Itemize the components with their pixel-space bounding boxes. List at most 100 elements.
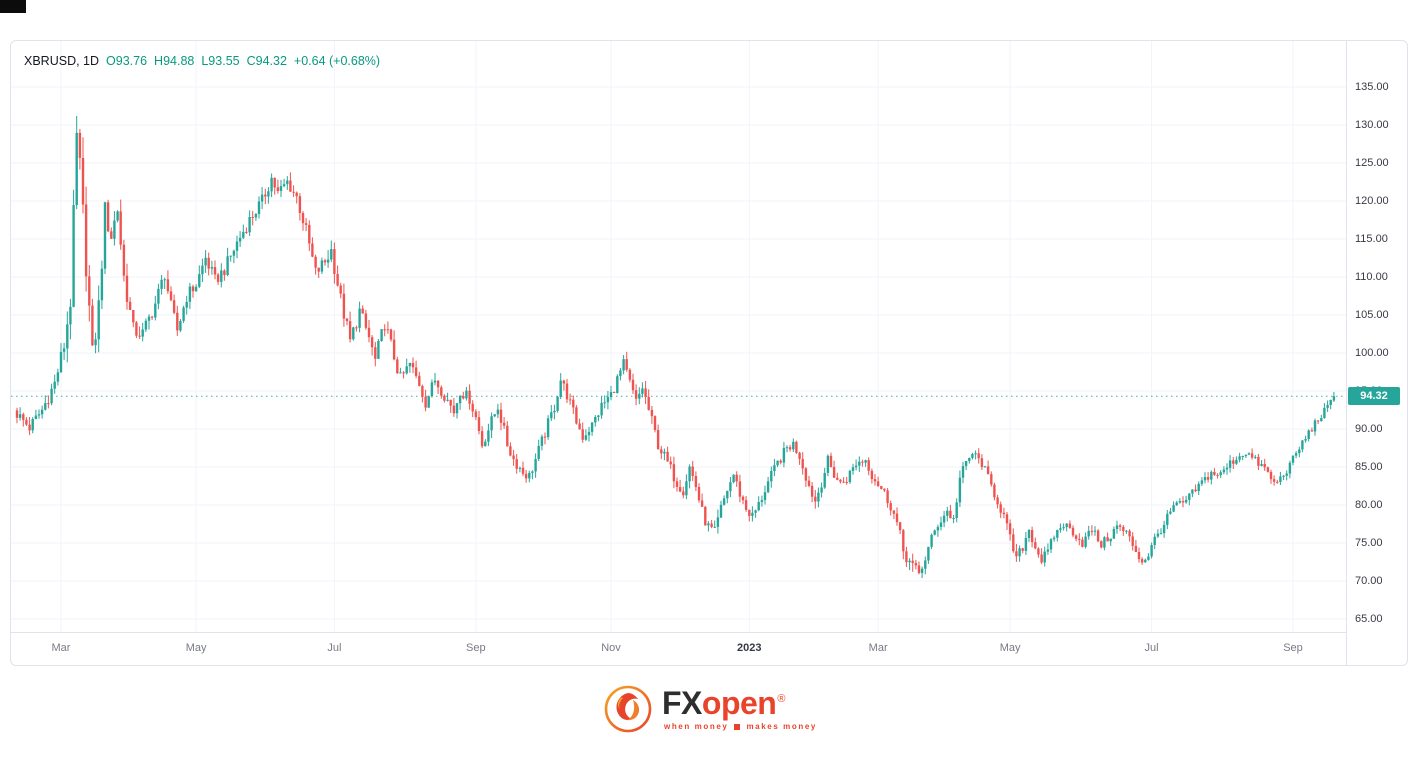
brand-tagline: when money makes money	[664, 722, 817, 731]
candle-body	[1203, 477, 1207, 481]
candle-body	[106, 202, 110, 232]
candle-body	[1181, 501, 1185, 503]
candle-body	[936, 527, 940, 531]
candle-body	[141, 329, 144, 337]
candle-body	[952, 518, 955, 519]
candle-body	[367, 327, 371, 338]
candle-body	[465, 390, 468, 399]
candle-body	[430, 382, 434, 397]
candle-body	[1238, 456, 1241, 460]
candle-body	[213, 267, 217, 275]
candle-body	[191, 286, 195, 292]
ohlc-low: L93.55	[201, 54, 240, 68]
candle-body	[433, 380, 437, 383]
candle-body	[748, 509, 751, 516]
time-axis[interactable]: Mar May Jul Sep Nov 2023 Mar May Jul Sep	[11, 632, 1347, 665]
fxopen-logo-icon	[604, 685, 652, 733]
candle-body	[396, 359, 399, 374]
candle-body	[1257, 456, 1260, 466]
candle-body	[581, 429, 584, 440]
candle-body	[867, 460, 870, 471]
candle-body	[1219, 472, 1222, 476]
candle-body	[286, 180, 289, 185]
candle-body	[732, 474, 735, 483]
candle-body	[820, 487, 823, 493]
candle-body	[902, 530, 905, 552]
candle-body	[1162, 524, 1166, 534]
candle-body	[201, 265, 204, 275]
candle-body	[738, 481, 742, 497]
candle-body	[1134, 545, 1138, 552]
candle-body	[154, 303, 157, 318]
candle-body	[28, 424, 31, 431]
price-tick-label: 90.00	[1355, 423, 1383, 435]
candle-body	[119, 211, 122, 245]
candle-body	[996, 497, 999, 505]
candle-body	[685, 481, 688, 496]
candle-body	[188, 286, 192, 302]
candle-body	[1137, 552, 1141, 560]
candle-body	[744, 500, 748, 510]
candle-body	[509, 446, 512, 456]
candle-body	[1112, 529, 1116, 539]
price-tick-label: 80.00	[1355, 499, 1383, 511]
candle-body	[198, 274, 201, 287]
symbol-title[interactable]: XBRUSD, 1D	[24, 54, 100, 68]
candle-body	[18, 414, 22, 418]
candle-body	[377, 341, 380, 359]
candle-body	[1294, 453, 1298, 456]
candle-body	[779, 460, 782, 463]
candle-body	[474, 411, 478, 418]
candle-body	[1062, 527, 1065, 529]
candle-body	[672, 464, 676, 482]
candle-body	[958, 477, 962, 503]
tagline-square-icon	[734, 723, 741, 730]
candle-body	[804, 468, 808, 481]
price-axis[interactable]: 94.32 135.00 130.00 125.00 120.00 115.00 110.…	[1346, 41, 1407, 665]
price-tick-label: 115.00	[1355, 233, 1388, 245]
candle-body	[411, 363, 415, 368]
candle-body	[298, 196, 302, 213]
candle-body	[1122, 526, 1125, 531]
candle-body	[1250, 453, 1254, 458]
candle-body	[1285, 473, 1288, 476]
candle-body	[1304, 439, 1307, 441]
candle-body	[323, 260, 327, 263]
footer-logo: FXopen® when money makes money	[0, 684, 1420, 734]
candle-body	[858, 461, 861, 466]
candle-body	[229, 255, 232, 257]
candle-body	[559, 380, 562, 397]
candle-body	[546, 418, 550, 438]
candle-body	[326, 259, 330, 263]
candle-body	[31, 419, 34, 431]
candle-body	[128, 301, 132, 310]
candle-body	[964, 461, 968, 467]
candle-body	[594, 417, 597, 423]
candle-body	[845, 482, 848, 483]
candle-body	[125, 275, 129, 302]
tagline-right: makes money	[746, 722, 817, 731]
candle-body	[179, 321, 182, 331]
candle-body	[968, 457, 971, 461]
candle-body	[993, 484, 996, 498]
candle-body	[1184, 499, 1188, 503]
candle-body	[157, 288, 160, 304]
candle-body	[1276, 481, 1279, 483]
candle-body	[1272, 479, 1276, 482]
candle-body	[1166, 513, 1169, 525]
candlestick-chart[interactable]	[11, 41, 1347, 632]
candle-body	[616, 376, 619, 393]
candle-body	[34, 415, 38, 419]
registered-mark: ®	[777, 693, 785, 706]
screen-corner-artifact	[0, 0, 26, 13]
candle-body	[1291, 455, 1295, 463]
candle-body	[823, 473, 826, 488]
candle-body	[854, 465, 858, 468]
candle-body	[267, 191, 270, 197]
candle-body	[741, 496, 745, 501]
candle-body	[110, 231, 113, 239]
candle-body	[103, 202, 107, 269]
candle-body	[273, 177, 276, 188]
candle-body	[911, 560, 914, 563]
candle-body	[766, 481, 770, 493]
